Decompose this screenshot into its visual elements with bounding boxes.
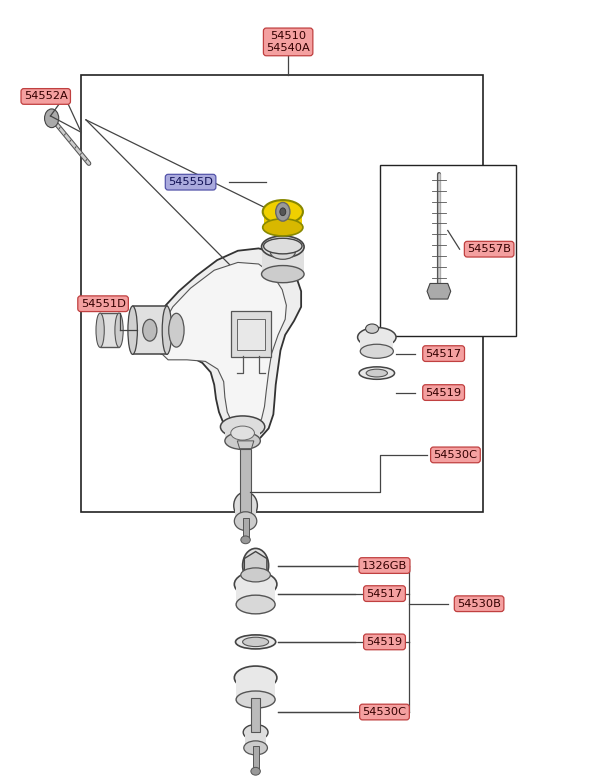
Text: 54519: 54519 — [425, 388, 462, 397]
Ellipse shape — [241, 568, 270, 582]
Ellipse shape — [359, 367, 394, 379]
Circle shape — [276, 203, 290, 221]
Circle shape — [248, 556, 263, 575]
Ellipse shape — [236, 595, 275, 614]
Bar — [251, 698, 260, 732]
Ellipse shape — [234, 511, 257, 530]
Ellipse shape — [263, 219, 303, 236]
Polygon shape — [149, 249, 301, 442]
Ellipse shape — [243, 724, 268, 740]
Bar — [236, 676, 275, 700]
Ellipse shape — [236, 691, 275, 708]
Ellipse shape — [225, 432, 260, 450]
Polygon shape — [427, 283, 451, 299]
Bar — [100, 313, 119, 347]
Bar — [261, 245, 304, 274]
Ellipse shape — [241, 536, 250, 543]
Ellipse shape — [365, 324, 378, 333]
Ellipse shape — [366, 369, 387, 377]
Ellipse shape — [261, 266, 304, 282]
Bar — [242, 518, 248, 540]
Ellipse shape — [263, 200, 303, 224]
Text: 54557B: 54557B — [467, 244, 511, 254]
Circle shape — [242, 548, 268, 583]
Bar — [245, 730, 266, 748]
Text: 54530B: 54530B — [457, 599, 501, 608]
Bar — [231, 310, 271, 357]
Bar — [380, 165, 516, 336]
Ellipse shape — [358, 328, 396, 347]
Ellipse shape — [234, 666, 277, 690]
Ellipse shape — [234, 572, 277, 597]
Ellipse shape — [264, 239, 302, 254]
Bar — [225, 425, 260, 441]
Ellipse shape — [261, 236, 304, 258]
Bar — [132, 306, 167, 354]
Ellipse shape — [220, 416, 265, 438]
Text: 54510
54540A: 54510 54540A — [266, 31, 310, 53]
Bar — [264, 210, 302, 228]
Text: 54530C: 54530C — [362, 707, 406, 717]
Circle shape — [280, 208, 286, 216]
Bar — [81, 75, 484, 511]
Ellipse shape — [234, 492, 257, 519]
Ellipse shape — [270, 246, 295, 260]
Text: 54551D: 54551D — [81, 299, 125, 309]
Ellipse shape — [128, 306, 137, 354]
Text: 54517: 54517 — [366, 589, 403, 598]
Polygon shape — [160, 263, 286, 432]
Ellipse shape — [242, 637, 268, 647]
Bar — [252, 746, 258, 771]
Ellipse shape — [143, 319, 157, 341]
Ellipse shape — [169, 314, 184, 347]
Bar — [360, 335, 393, 351]
Ellipse shape — [231, 426, 254, 440]
Ellipse shape — [115, 313, 123, 347]
Ellipse shape — [244, 741, 267, 755]
Text: 54552A: 54552A — [24, 91, 68, 102]
Ellipse shape — [96, 313, 105, 347]
Bar — [236, 318, 265, 350]
Text: 1326GB: 1326GB — [362, 561, 407, 571]
Text: 54530C: 54530C — [434, 450, 478, 460]
Bar — [236, 583, 275, 604]
Text: 54519: 54519 — [366, 637, 403, 647]
Bar — [239, 449, 251, 515]
Polygon shape — [244, 551, 267, 579]
Ellipse shape — [162, 306, 172, 354]
Text: 54517: 54517 — [425, 349, 462, 359]
Circle shape — [45, 109, 59, 127]
Ellipse shape — [235, 635, 276, 649]
Bar — [235, 504, 256, 521]
Ellipse shape — [360, 344, 393, 358]
Text: 54555D: 54555D — [168, 178, 213, 187]
Ellipse shape — [251, 767, 260, 775]
Polygon shape — [237, 441, 254, 449]
